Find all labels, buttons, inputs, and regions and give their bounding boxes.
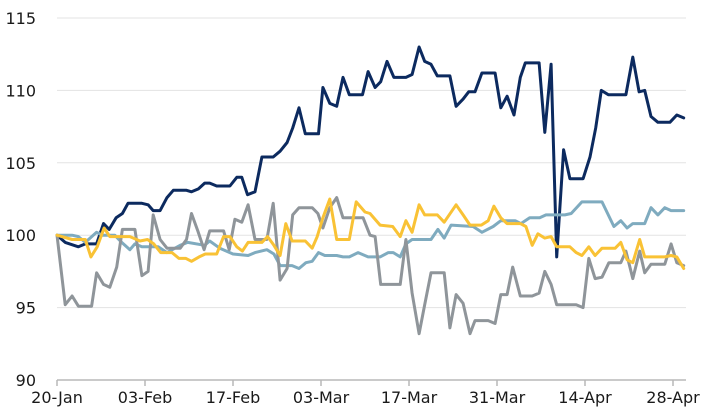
x-tick-label: 20-Jan — [31, 388, 83, 407]
series-line-gray — [55, 196, 686, 336]
series-lines — [55, 45, 686, 336]
y-tick-label: 95 — [16, 299, 36, 318]
y-tick-label: 105 — [5, 154, 36, 173]
x-tick-label: 28-Apr — [646, 388, 700, 407]
y-tick-label: 115 — [5, 9, 36, 28]
x-axis: 20-Jan 03-Feb 17-Feb 03-Mar 17-Mar 31-Mar 14-A… — [31, 379, 700, 407]
y-axis-ticks: 90 95 100 105 110 115 — [5, 9, 36, 390]
x-tick-label: 31-Mar — [469, 388, 526, 407]
series-line-navy — [55, 45, 686, 259]
series-line-light-blue — [55, 200, 686, 270]
x-tick-label: 17-Mar — [381, 388, 438, 407]
x-tick-label: 17-Feb — [206, 388, 260, 407]
y-tick-label: 100 — [5, 226, 36, 245]
x-tick-label: 03-Feb — [118, 388, 172, 407]
y-tick-label: 90 — [16, 371, 36, 390]
x-tick-label: 03-Mar — [293, 388, 350, 407]
x-tick-label: 14-Apr — [558, 388, 612, 407]
series-line-yellow — [55, 197, 686, 270]
y-tick-label: 110 — [5, 81, 36, 100]
